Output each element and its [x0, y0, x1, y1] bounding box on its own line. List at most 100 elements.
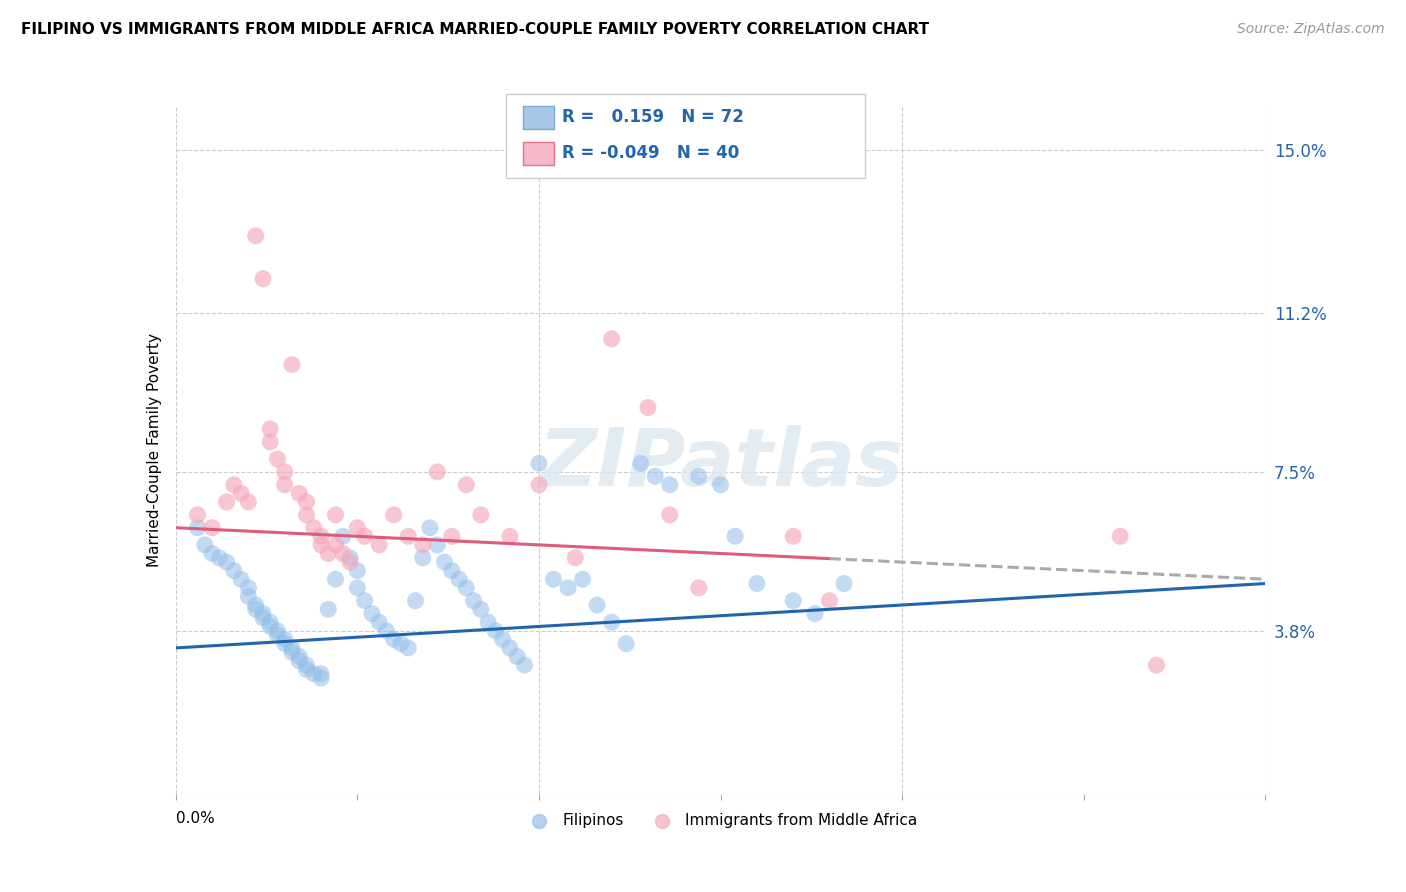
- Immigrants from Middle Africa: [564, 550, 586, 565]
- Filipinos: [724, 529, 747, 543]
- Filipinos: [513, 658, 536, 673]
- Filipinos: [194, 538, 217, 552]
- Immigrants from Middle Africa: [332, 546, 354, 561]
- Immigrants from Middle Africa: [302, 521, 325, 535]
- Filipinos: [470, 602, 492, 616]
- Filipinos: [543, 572, 565, 586]
- Filipinos: [288, 649, 311, 664]
- Filipinos: [186, 521, 209, 535]
- Filipinos: [426, 538, 449, 552]
- Immigrants from Middle Africa: [412, 538, 434, 552]
- Immigrants from Middle Africa: [325, 538, 347, 552]
- Filipinos: [630, 456, 652, 470]
- Immigrants from Middle Africa: [658, 508, 681, 522]
- Filipinos: [463, 593, 485, 607]
- Immigrants from Middle Africa: [259, 422, 281, 436]
- Filipinos: [295, 662, 318, 676]
- Immigrants from Middle Africa: [245, 228, 267, 243]
- Filipinos: [252, 611, 274, 625]
- Filipinos: [353, 593, 375, 607]
- Immigrants from Middle Africa: [637, 401, 659, 415]
- Immigrants from Middle Africa: [295, 508, 318, 522]
- Text: FILIPINO VS IMMIGRANTS FROM MIDDLE AFRICA MARRIED-COUPLE FAMILY POVERTY CORRELAT: FILIPINO VS IMMIGRANTS FROM MIDDLE AFRIC…: [21, 22, 929, 37]
- Filipinos: [433, 555, 456, 569]
- Immigrants from Middle Africa: [396, 529, 419, 543]
- Filipinos: [477, 615, 499, 630]
- Filipinos: [201, 546, 224, 561]
- Filipinos: [208, 550, 231, 565]
- Immigrants from Middle Africa: [231, 486, 253, 500]
- Immigrants from Middle Africa: [368, 538, 391, 552]
- Filipinos: [295, 658, 318, 673]
- Filipinos: [804, 607, 827, 621]
- Filipinos: [456, 581, 478, 595]
- Immigrants from Middle Africa: [309, 529, 332, 543]
- Y-axis label: Married-Couple Family Poverty: Married-Couple Family Poverty: [146, 334, 162, 567]
- Filipinos: [782, 593, 804, 607]
- Immigrants from Middle Africa: [201, 521, 224, 535]
- Immigrants from Middle Africa: [222, 478, 245, 492]
- Filipinos: [346, 581, 368, 595]
- Immigrants from Middle Africa: [325, 508, 347, 522]
- Filipinos: [688, 469, 710, 483]
- Immigrants from Middle Africa: [215, 495, 238, 509]
- Immigrants from Middle Africa: [382, 508, 405, 522]
- Immigrants from Middle Africa: [238, 495, 260, 509]
- Filipinos: [245, 602, 267, 616]
- Immigrants from Middle Africa: [426, 465, 449, 479]
- Filipinos: [231, 572, 253, 586]
- Filipinos: [832, 576, 855, 591]
- Filipinos: [222, 564, 245, 578]
- Immigrants from Middle Africa: [499, 529, 522, 543]
- Filipinos: [492, 632, 515, 647]
- Filipinos: [259, 615, 281, 630]
- Filipinos: [281, 645, 304, 659]
- Filipinos: [325, 572, 347, 586]
- Filipinos: [447, 572, 470, 586]
- Immigrants from Middle Africa: [1109, 529, 1132, 543]
- Immigrants from Middle Africa: [259, 434, 281, 449]
- Filipinos: [288, 654, 311, 668]
- Filipinos: [318, 602, 340, 616]
- Filipinos: [710, 478, 733, 492]
- Immigrants from Middle Africa: [309, 538, 332, 552]
- Filipinos: [571, 572, 593, 586]
- Immigrants from Middle Africa: [470, 508, 492, 522]
- Filipinos: [368, 615, 391, 630]
- Filipinos: [360, 607, 382, 621]
- Immigrants from Middle Africa: [688, 581, 710, 595]
- Filipinos: [274, 637, 297, 651]
- Filipinos: [238, 590, 260, 604]
- Filipinos: [274, 632, 297, 647]
- Immigrants from Middle Africa: [456, 478, 478, 492]
- Immigrants from Middle Africa: [339, 555, 361, 569]
- Filipinos: [245, 598, 267, 612]
- Text: R = -0.049   N = 40: R = -0.049 N = 40: [562, 144, 740, 161]
- Filipinos: [586, 598, 609, 612]
- Filipinos: [440, 564, 463, 578]
- Filipinos: [644, 469, 666, 483]
- Filipinos: [405, 593, 427, 607]
- Filipinos: [419, 521, 441, 535]
- Filipinos: [499, 640, 522, 655]
- Immigrants from Middle Africa: [353, 529, 375, 543]
- Filipinos: [252, 607, 274, 621]
- Text: 0.0%: 0.0%: [176, 811, 215, 826]
- Immigrants from Middle Africa: [346, 521, 368, 535]
- Filipinos: [484, 624, 506, 638]
- Immigrants from Middle Africa: [266, 452, 288, 467]
- Immigrants from Middle Africa: [281, 358, 304, 372]
- Filipinos: [238, 581, 260, 595]
- Filipinos: [658, 478, 681, 492]
- Filipinos: [332, 529, 354, 543]
- Filipinos: [614, 637, 637, 651]
- Immigrants from Middle Africa: [318, 546, 340, 561]
- Immigrants from Middle Africa: [440, 529, 463, 543]
- Filipinos: [745, 576, 768, 591]
- Immigrants from Middle Africa: [295, 495, 318, 509]
- Immigrants from Middle Africa: [1146, 658, 1168, 673]
- Filipinos: [382, 632, 405, 647]
- Filipinos: [375, 624, 398, 638]
- Filipinos: [506, 649, 529, 664]
- Text: Source: ZipAtlas.com: Source: ZipAtlas.com: [1237, 22, 1385, 37]
